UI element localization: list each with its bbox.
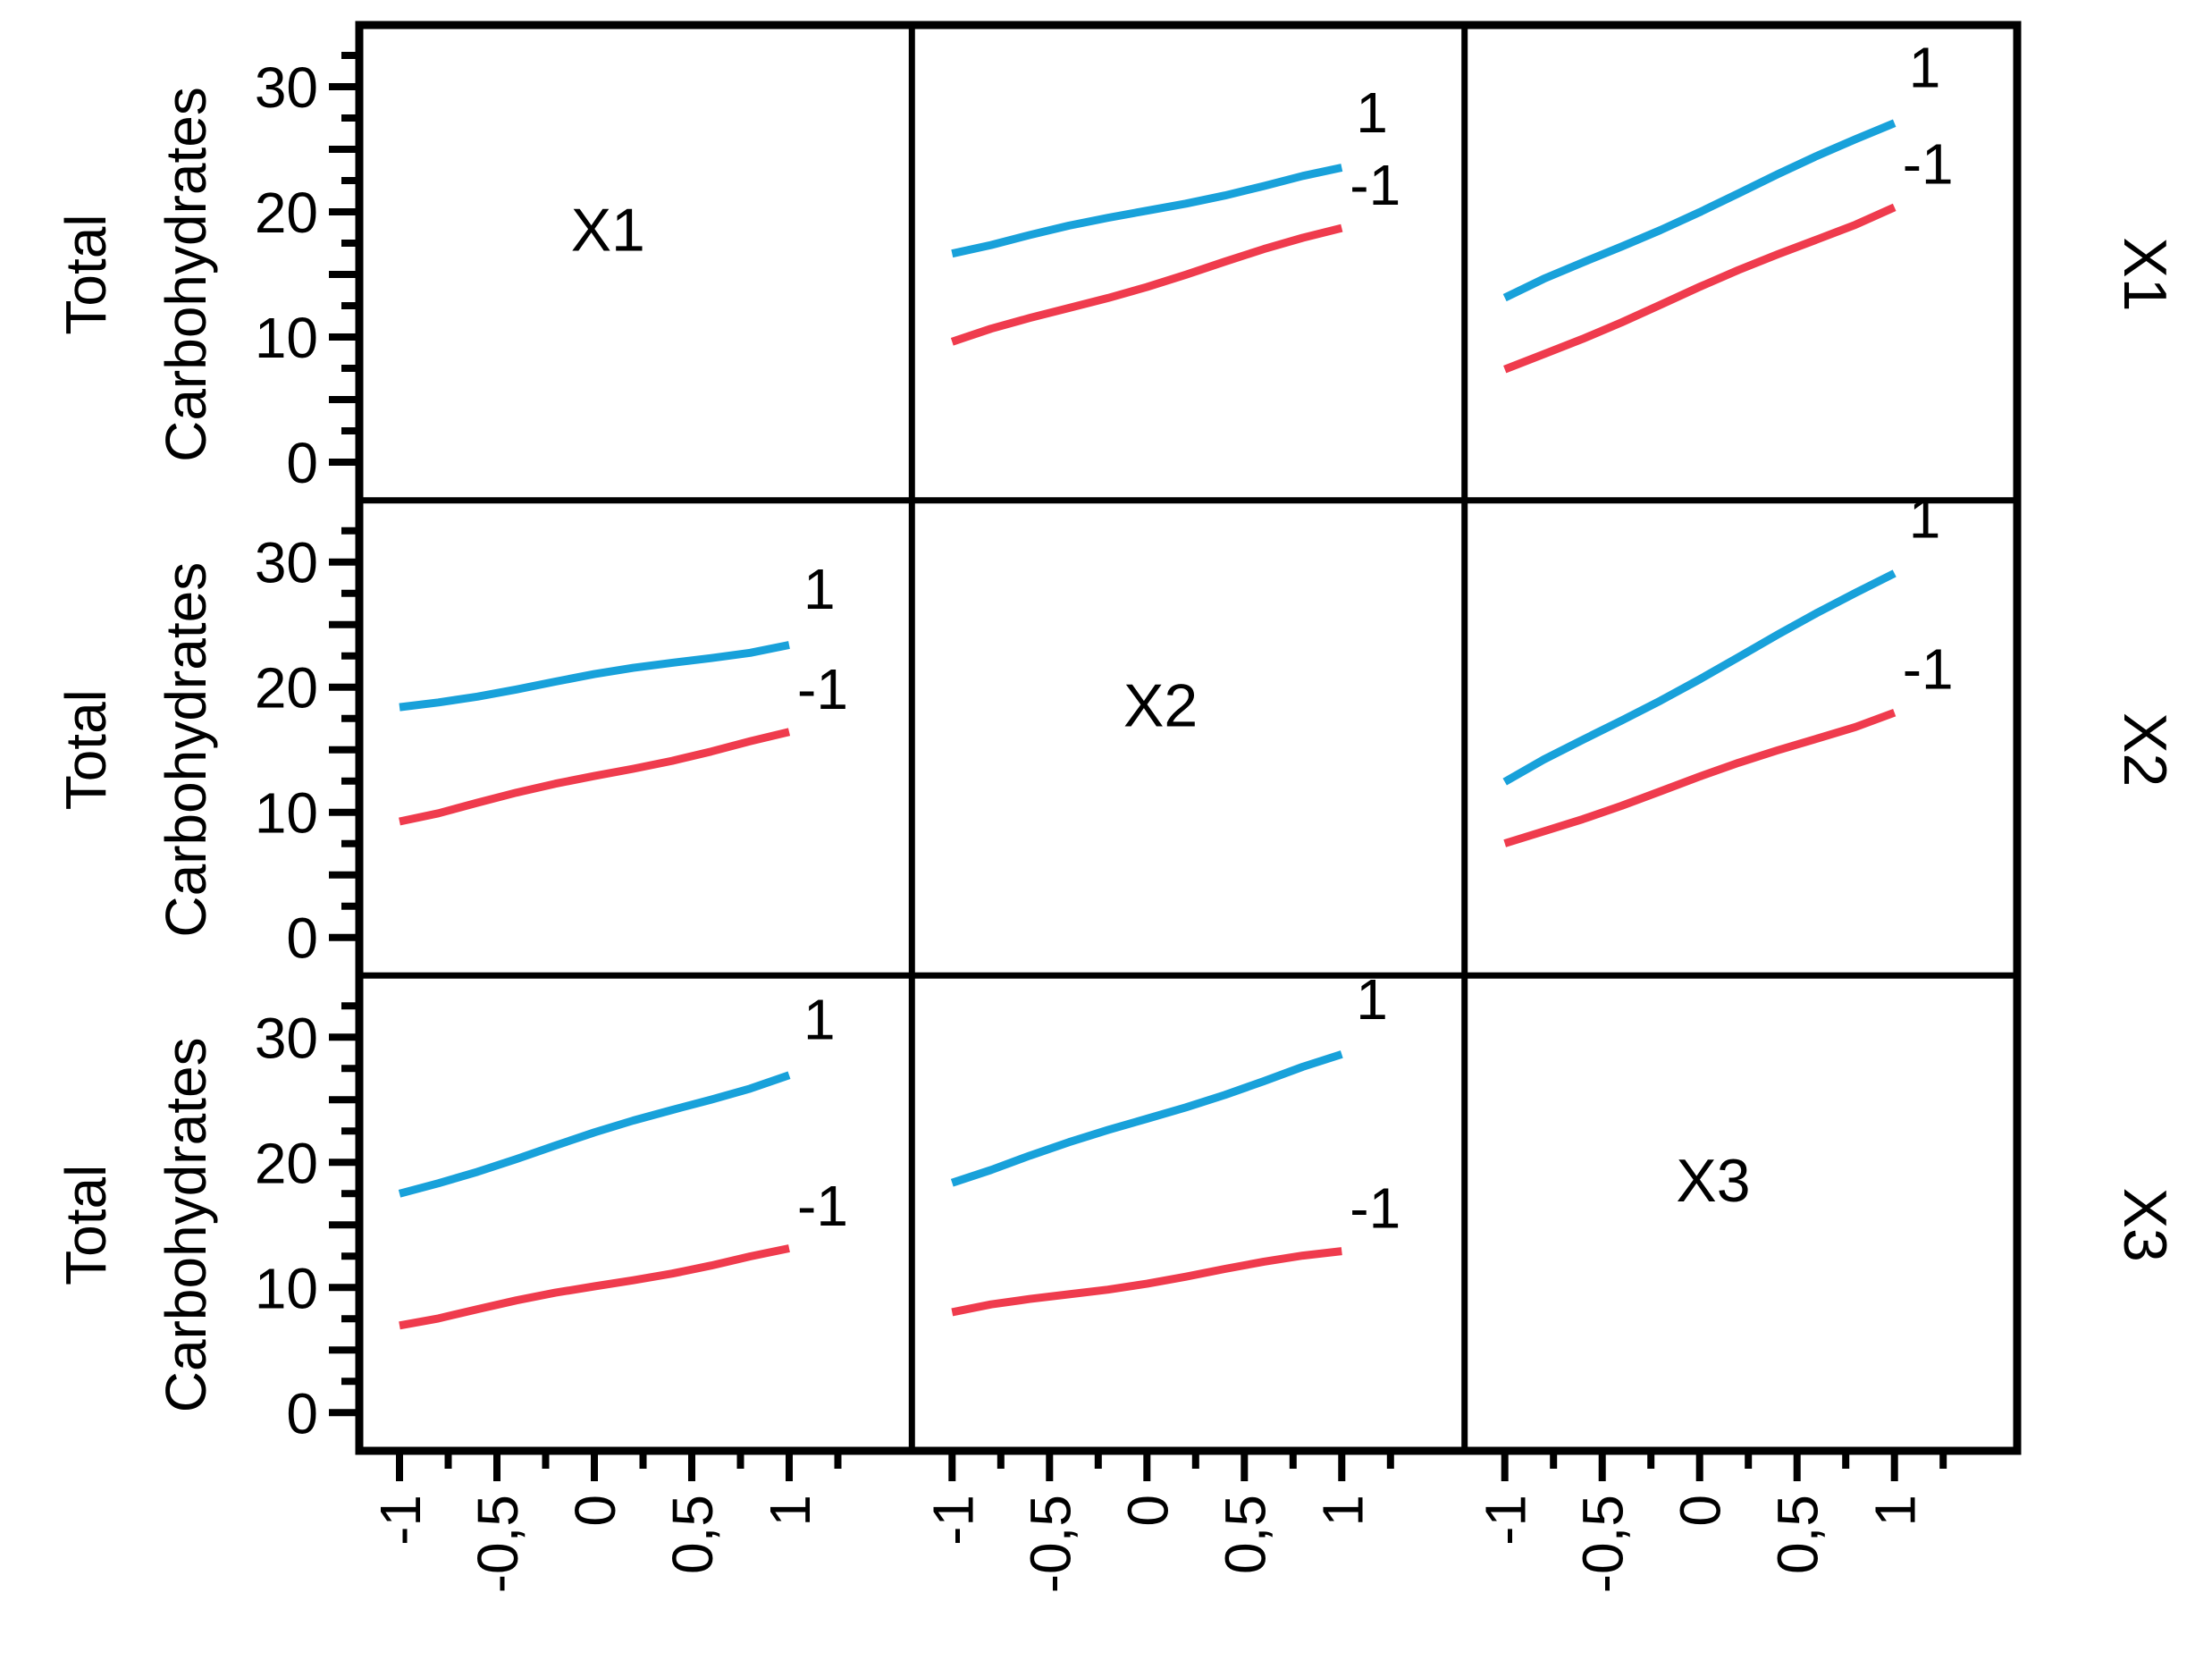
cell-X3-X3: X3 [1676,1147,1750,1215]
series-line-low [399,728,791,826]
series-label-high: 1 [803,987,836,1051]
y-axis-title-line2: Carbohydrates [154,87,218,462]
x-tick-label: 0,5 [1766,1495,1830,1574]
x-tick-label: 0 [1115,1495,1180,1527]
y-tick-label: 30 [255,1006,318,1070]
cell-X2-X2: X2 [1123,671,1198,739]
series-label-low: -1 [797,657,848,721]
series-label-low: -1 [1903,637,1954,702]
y-tick-label: 20 [255,181,318,245]
diagonal-factor-label: X2 [1123,671,1198,739]
series-label-high: 1 [1356,80,1388,145]
y-axis-title-line1: Total [54,214,118,334]
y-axis-title-line1: Total [54,689,118,810]
cell-X3-X1: 1 -1 [398,987,848,1330]
y-tick-label: 0 [286,906,318,971]
y-tick-label: 30 [255,55,318,120]
x-tick-label: 1 [1310,1495,1375,1527]
y-tick-label: 20 [255,656,318,720]
series-label-high: 1 [1909,36,1941,100]
series-label-low: -1 [1350,153,1400,217]
y-tick-label: 10 [255,306,318,370]
y-tick-label: 0 [286,431,318,495]
row-factor-label: X1 [2111,237,2179,311]
y-axis-title-line2: Carbohydrates [154,1037,218,1412]
series-line-high [1502,569,1897,786]
series-label-high: 1 [1909,485,1941,550]
matrix-frame [355,21,2022,1455]
x-tick-label: 1 [1863,1495,1928,1527]
series-label-low: -1 [797,1174,848,1238]
cell-X1-X1: X1 [571,197,645,265]
diagonal-factor-label: X3 [1676,1147,1750,1215]
series-label-low: -1 [1350,1176,1400,1241]
series-line-high [399,641,790,712]
cell-X2-X3: 1 -1 [1502,485,1954,847]
y-tick-label: 20 [255,1131,318,1195]
series-line-high [398,1071,791,1198]
series-line-high [1502,119,1897,302]
row-factor-label: X3 [2111,1188,2179,1262]
cell-X2-X1: 1 -1 [399,557,848,826]
y-axis-title-line1: Total [54,1165,118,1285]
series-line-low [950,223,1343,346]
series-label-low: -1 [1903,131,1954,196]
x-tick-label: 0,5 [1213,1495,1277,1574]
series-label-high: 1 [803,557,836,621]
series-label-high: 1 [1356,967,1388,1032]
x-tick-label: -0,5 [1571,1495,1636,1593]
y-tick-label: 10 [255,781,318,846]
series-line-low [1503,203,1897,374]
diagonal-factor-label: X1 [571,197,645,265]
x-tick-label: -1 [1474,1495,1538,1546]
series-line-high [951,164,1343,258]
x-tick-label: -0,5 [1018,1495,1082,1593]
y-axis-title-line2: Carbohydrates [154,562,218,938]
row-factor-label: X2 [2111,712,2179,787]
series-line-low [951,1247,1342,1317]
series-line-high [950,1050,1343,1187]
x-tick-label: -1 [921,1495,985,1546]
cell-X1-X3: 1-1 [1502,36,1954,374]
series-line-low [399,1244,790,1330]
x-tick-label: 1 [758,1495,822,1527]
y-tick-label: 30 [255,531,318,595]
y-tick-label: 10 [255,1256,318,1320]
x-tick-label: -0,5 [466,1495,530,1593]
cell-X1-X2: 1-1 [950,80,1400,346]
x-tick-label: -1 [368,1495,433,1546]
x-tick-label: 0,5 [660,1495,725,1574]
y-tick-label: 0 [286,1381,318,1445]
series-line-low [1503,708,1897,847]
cell-X3-X2: 1 -1 [950,967,1400,1317]
x-tick-label: 0 [1669,1495,1733,1527]
x-tick-label: 0 [563,1495,627,1527]
